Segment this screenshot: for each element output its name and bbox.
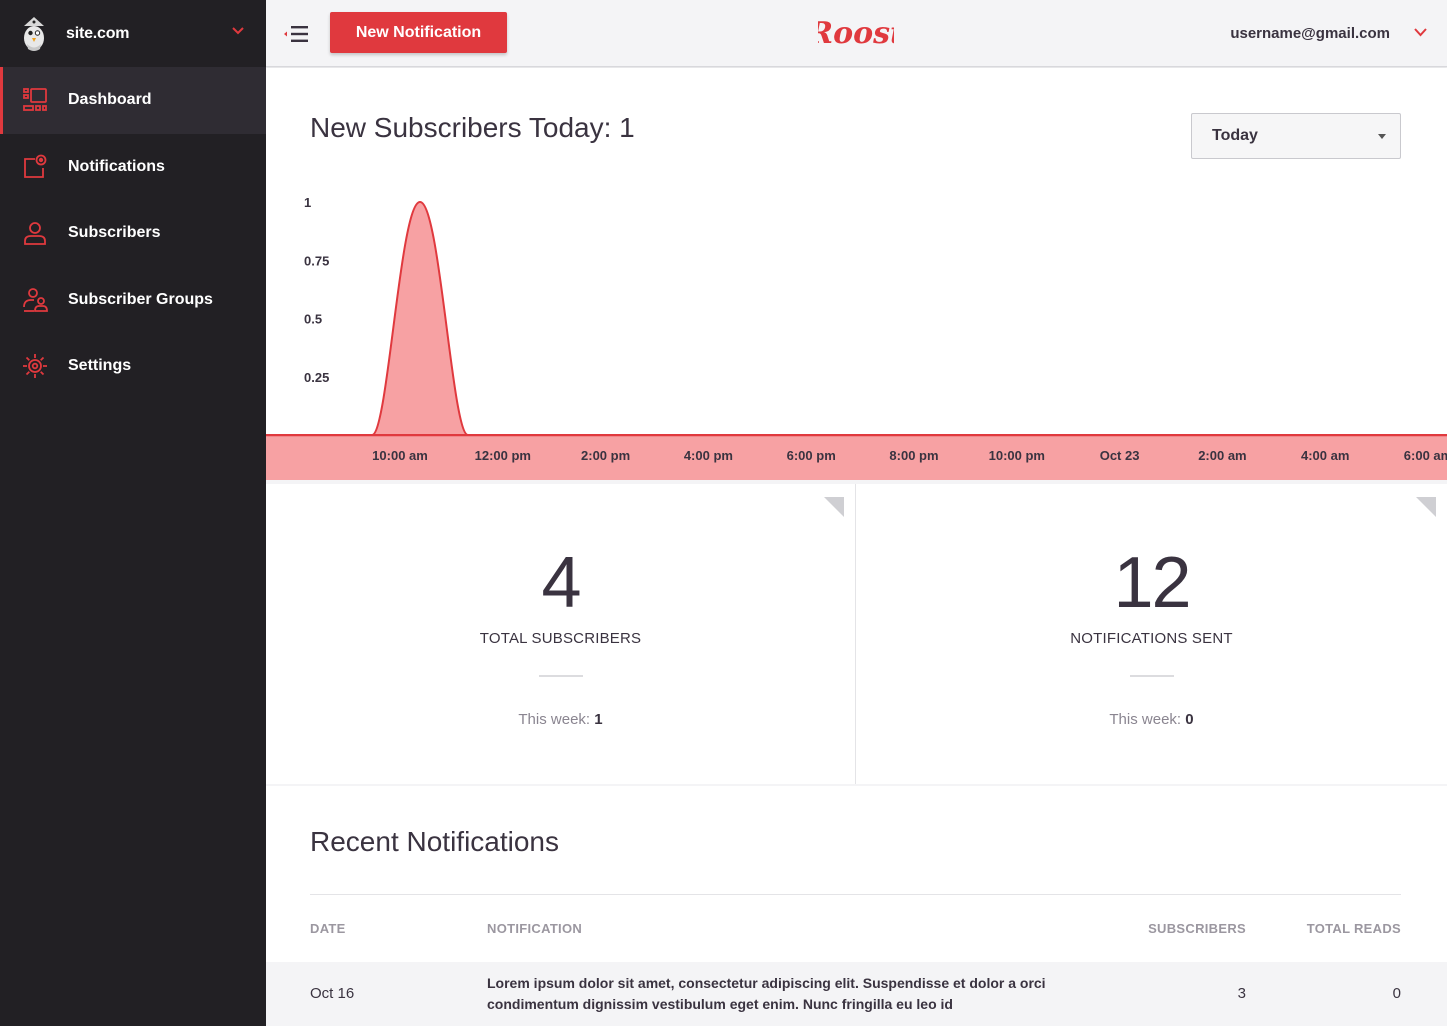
sidebar-item-label: Notifications (68, 157, 165, 175)
chevron-down-icon[interactable] (232, 27, 244, 35)
sidebar-item-notifications[interactable]: Notifications (0, 134, 266, 201)
y-tick-label: 0.5 (304, 312, 322, 327)
stat-week-label: This week: (1109, 711, 1182, 728)
subscribers-area (266, 200, 1447, 436)
divider (310, 894, 1401, 895)
divider (1129, 675, 1174, 677)
column-header-notification[interactable]: NOTIFICATION (487, 921, 583, 936)
x-tick-label: 4:00 am (1301, 448, 1349, 463)
x-tick-label: 12:00 pm (475, 448, 531, 463)
roost-logo: Roost (818, 16, 894, 51)
notifications-sent-card: 12 NOTIFICATIONS SENT This week: 0 (855, 484, 1447, 784)
cell-total-reads: 0 (1392, 985, 1401, 1002)
x-tick-label: 6:00 am (1404, 448, 1447, 463)
stat-week-value: 1 (594, 711, 603, 728)
stat-value: 12 (1113, 543, 1191, 623)
site-name: site.com (66, 24, 130, 42)
sidebar-item-subscribers[interactable]: Subscribers (0, 200, 266, 267)
stat-week: This week: 0 (856, 711, 1447, 728)
menu-collapse-icon[interactable] (282, 22, 310, 46)
site-switcher[interactable]: site.com (0, 0, 266, 67)
stat-week-label: This week: (518, 711, 591, 728)
divider (538, 675, 583, 677)
x-tick-label: 2:00 am (1198, 448, 1246, 463)
column-header-total-reads[interactable]: TOTAL READS (1306, 921, 1401, 936)
caret-down-icon (1378, 134, 1386, 139)
x-tick-label: 6:00 pm (787, 448, 836, 463)
date-range-value: Today (1212, 127, 1258, 144)
sidebar-item-settings[interactable]: Settings (0, 333, 266, 400)
pirate-bird-icon (24, 16, 44, 51)
user-icon (22, 220, 48, 246)
group-icon (22, 287, 48, 313)
cell-subscribers: 3 (1237, 985, 1246, 1002)
stat-value: 4 (541, 543, 581, 623)
column-header-subscribers[interactable]: SUBSCRIBERS (1148, 921, 1246, 936)
roost-logo-text: Roost (818, 16, 894, 51)
x-tick-label: 10:00 am (372, 448, 428, 463)
cell-date: Oct 16 (310, 985, 355, 1002)
cell-notification: Lorem ipsum dolor sit amet, consectetur … (487, 975, 1046, 1012)
sidebar: site.com Dashboard Notifications (0, 0, 266, 1026)
x-axis-band (266, 435, 1447, 480)
corner-fold-icon (1416, 497, 1436, 517)
stat-label: NOTIFICATIONS SENT (1070, 630, 1233, 647)
dashboard-icon (22, 87, 48, 113)
sidebar-item-subscriber-groups[interactable]: Subscriber Groups (0, 267, 266, 334)
y-tick-label: 0.75 (304, 253, 329, 268)
table-row[interactable]: Oct 16 Lorem ipsum dolor sit amet, conse… (266, 962, 1447, 1026)
new-subscribers-card: 1 0.75 0.5 0.25 10:00 am 12:00 pm 2:00 pm 4:00… (266, 68, 1447, 480)
gear-icon (22, 353, 48, 379)
column-header-date[interactable]: DATE (310, 921, 346, 936)
sidebar-item-dashboard[interactable]: Dashboard (0, 67, 266, 134)
section-title: Recent Notifications (310, 826, 560, 857)
stat-label: TOTAL SUBSCRIBERS (479, 630, 642, 647)
new-notification-button[interactable]: New Notification (330, 12, 507, 53)
sidebar-item-label: Subscribers (68, 224, 161, 242)
x-tick-label: 8:00 pm (889, 448, 938, 463)
subscribers-chart: 1 0.75 0.5 0.25 10:00 am 12:00 pm 2:00 pm 4:00… (266, 195, 1447, 480)
notification-icon (22, 154, 48, 180)
user-email[interactable]: username@gmail.com (1230, 25, 1390, 42)
stat-week-value: 0 (1185, 711, 1194, 728)
corner-fold-icon (824, 497, 844, 517)
x-tick-label: 2:00 pm (581, 448, 630, 463)
recent-notifications: Recent Notifications DATE NOTIFICATION S… (266, 786, 1447, 1026)
chevron-down-icon[interactable] (1414, 28, 1427, 37)
x-tick-label: 4:00 pm (684, 448, 733, 463)
y-tick-label: 1 (304, 195, 311, 210)
total-subscribers-card: 4 TOTAL SUBSCRIBERS This week: 1 (266, 484, 855, 784)
stat-week: This week: 1 (266, 711, 855, 728)
stats-row: 4 TOTAL SUBSCRIBERS This week: 1 12 NOTI… (266, 484, 1447, 784)
chart-title: New Subscribers Today: 1 (310, 112, 635, 143)
x-tick-label: Oct 23 (1100, 448, 1140, 463)
y-tick-label: 0.25 (304, 370, 329, 385)
sidebar-item-label: Dashboard (68, 91, 152, 109)
date-range-select[interactable]: Today (1191, 113, 1401, 159)
sidebar-item-label: Settings (68, 357, 132, 375)
top-bar: New Notification Roost username@gmail.co… (266, 0, 1447, 67)
x-tick-label: 10:00 pm (989, 448, 1045, 463)
sidebar-item-label: Subscriber Groups (68, 290, 213, 308)
